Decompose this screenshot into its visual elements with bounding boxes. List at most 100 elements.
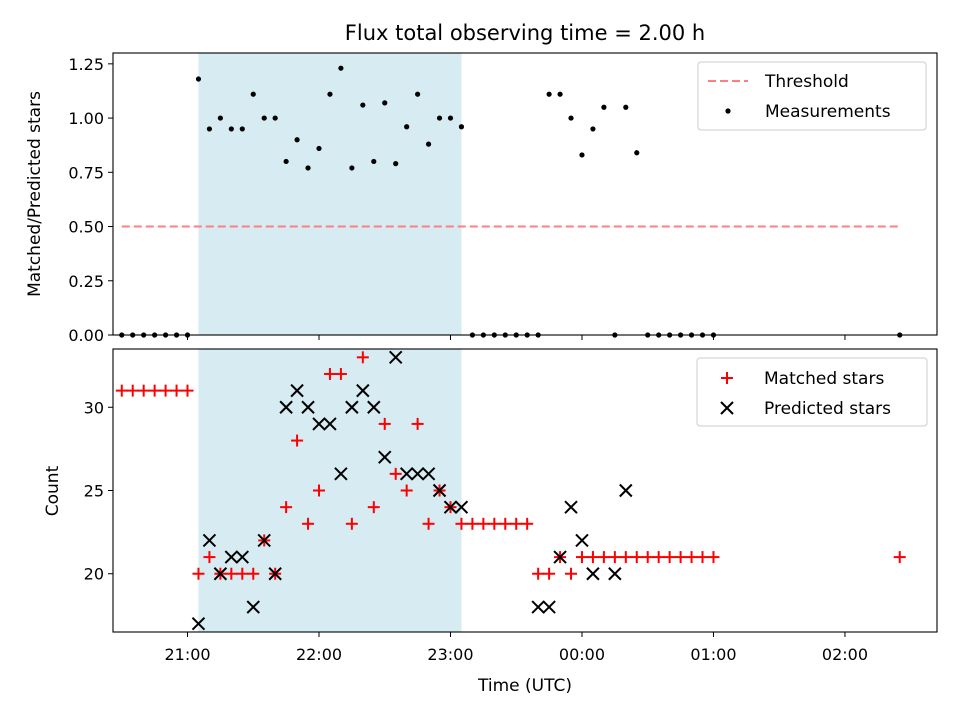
predicted-star-point [399,467,414,481]
top-legend-box [697,61,927,131]
measurement-point [360,102,366,108]
predicted-star-point [268,567,282,581]
matched-star-point [488,517,501,530]
matched-star-point [586,551,599,564]
bottom-y-tick-label: 30 [84,398,104,417]
predicted-star-point [301,400,315,414]
matched-star-point [400,484,413,497]
measurement-point [316,145,322,152]
measurement-point [239,126,245,132]
predicted-star-point [542,600,556,614]
matched-star-point [575,551,588,564]
matched-star-point [663,551,676,564]
predicted-star-point [224,550,239,564]
measurement-point [404,124,410,130]
measurement-point [294,137,300,143]
measurement-point [206,126,213,132]
matched-star-point [532,567,545,580]
bottom-x-ticks: 21:00 22:00 23:00 00:00 01:00 02:00 [164,632,868,664]
predicted-star-point [257,533,271,548]
matched-star-point [115,384,128,397]
measurement-point [546,91,552,97]
measurement-point [283,158,289,165]
bottom-x-tick-label: 22:00 [296,645,342,664]
bottom-x-tick-label: 21:00 [164,645,210,664]
bottom-panel: 20 25 30 21:00 22:00 23:00 00:00 01:00 02:00 Co… [43,348,938,696]
bottom-x-tick-label: 02:00 [822,645,868,664]
measurement-point [634,150,640,156]
matched-stars-legend-swatch [721,372,733,384]
matched-star-point [455,517,468,530]
matched-star-point [608,551,621,564]
matched-star-point [422,517,435,530]
matched-star-point [126,384,139,397]
measurement-point [579,152,585,158]
predicted-star-point [421,467,436,481]
measurement-point [601,104,607,110]
bottom-y-axis-label: Count [43,465,63,516]
matched-star-point [159,384,172,397]
top-legend: Threshold Measurements [697,61,927,131]
matched-star-point [170,384,183,397]
matched-stars-legend-label: Matched stars [764,369,884,389]
bottom-legend: Matched stars Predicted stars [696,357,928,427]
top-y-tick-label: 0.50 [68,218,104,237]
measurement-point [623,104,629,110]
measurement-point [371,158,377,165]
matched-star-point [521,517,534,530]
predicted-star-point [553,550,567,564]
measurement-point [250,91,256,97]
bottom-x-tick-label: 23:00 [427,645,473,664]
measurement-point [217,115,223,121]
predicted-star-point [323,417,337,431]
bottom-y-ticks: 20 25 30 [84,398,113,584]
measurement-point [415,91,421,97]
predicted-star-point [312,417,326,431]
predicted-star-point [290,383,304,398]
measurement-point [425,141,432,147]
matched-star-point [411,417,424,430]
matched-star-point [652,551,665,564]
top-shaded-region [198,53,462,335]
predicted-star-point [454,500,469,514]
predicted-star-point [410,467,425,481]
matched-star-point [477,517,490,530]
measurement-point [272,115,278,121]
matched-star-point [313,484,325,497]
bottom-y-tick-label: 25 [84,482,104,501]
matched-star-point [565,567,578,580]
matched-star-point [203,551,216,564]
threshold-legend-label: Threshold [764,72,849,92]
top-y-tick-label: 0.75 [68,163,104,182]
measurements-legend-label: Measurements [765,102,891,122]
matched-star-point [334,367,347,380]
predicted-star-point [213,567,228,581]
matched-star-point [236,567,249,580]
bottom-x-tick-label: 01:00 [690,645,736,664]
measurement-point [557,91,563,97]
matched-star-point [630,551,643,564]
predicted-star-point [235,550,250,564]
predicted-star-point [443,500,458,514]
predicted-star-point [608,567,622,581]
measurement-point [568,115,574,121]
matched-star-point [291,434,304,447]
top-y-axis-label: Matched/Predicted stars [25,91,45,297]
predicted-star-point [191,616,206,631]
measurement-point [305,165,311,171]
matched-star-point [389,467,402,480]
predicted-star-point [345,400,359,414]
matched-star-point [323,367,336,380]
predicted-star-point [388,350,403,365]
measurement-point [349,165,355,171]
matched-star-point [137,384,150,397]
top-axes-frame [112,52,938,336]
matched-star-point [499,517,512,530]
top-y-tick-label: 0.00 [68,326,104,345]
top-y-tick-label: 1.25 [68,55,104,74]
matched-star-point [378,417,391,430]
measurement-point [261,115,267,121]
predicted-star-point [619,483,633,498]
predicted-star-point [575,533,589,548]
